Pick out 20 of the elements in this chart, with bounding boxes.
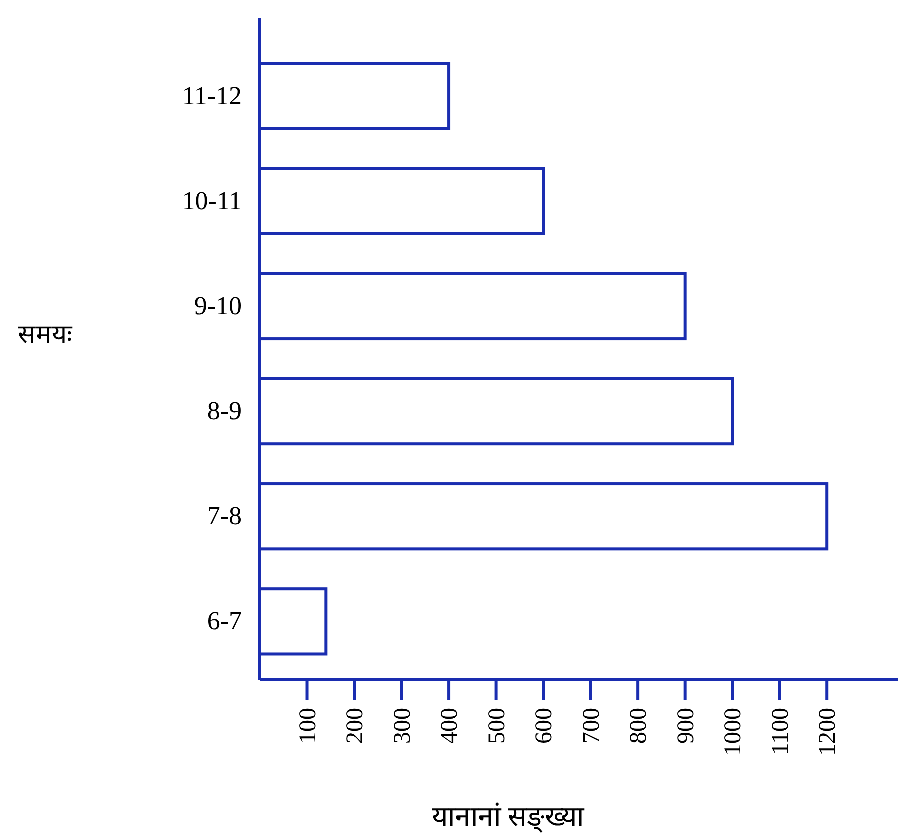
x-tick-label: 100 — [295, 708, 322, 744]
y-tick-label: 11-12 — [182, 81, 242, 110]
y-tick-label: 9-10 — [194, 291, 242, 320]
x-tick-label: 700 — [578, 708, 605, 744]
x-tick-label: 400 — [437, 708, 464, 744]
x-tick-label: 600 — [532, 708, 558, 744]
x-tick-label: 1100 — [768, 708, 794, 756]
x-axis-title: यानानां सङ्ख्या — [432, 802, 585, 834]
x-tick-label: 500 — [484, 708, 510, 744]
y-tick-label: 8-9 — [207, 396, 242, 426]
x-tick-label: 1000 — [720, 708, 747, 756]
y-tick-label: 6-7 — [207, 606, 242, 636]
x-tick-label: 300 — [390, 708, 416, 744]
y-tick-label: 7-8 — [207, 502, 242, 531]
x-tick-label: 1200 — [815, 708, 842, 756]
y-axis-title: समयः — [18, 320, 73, 349]
x-tick-label: 200 — [342, 708, 369, 744]
y-tick-label: 10-11 — [182, 186, 242, 216]
x-tick-label: 800 — [626, 708, 652, 744]
x-tick-label: 900 — [673, 708, 700, 744]
